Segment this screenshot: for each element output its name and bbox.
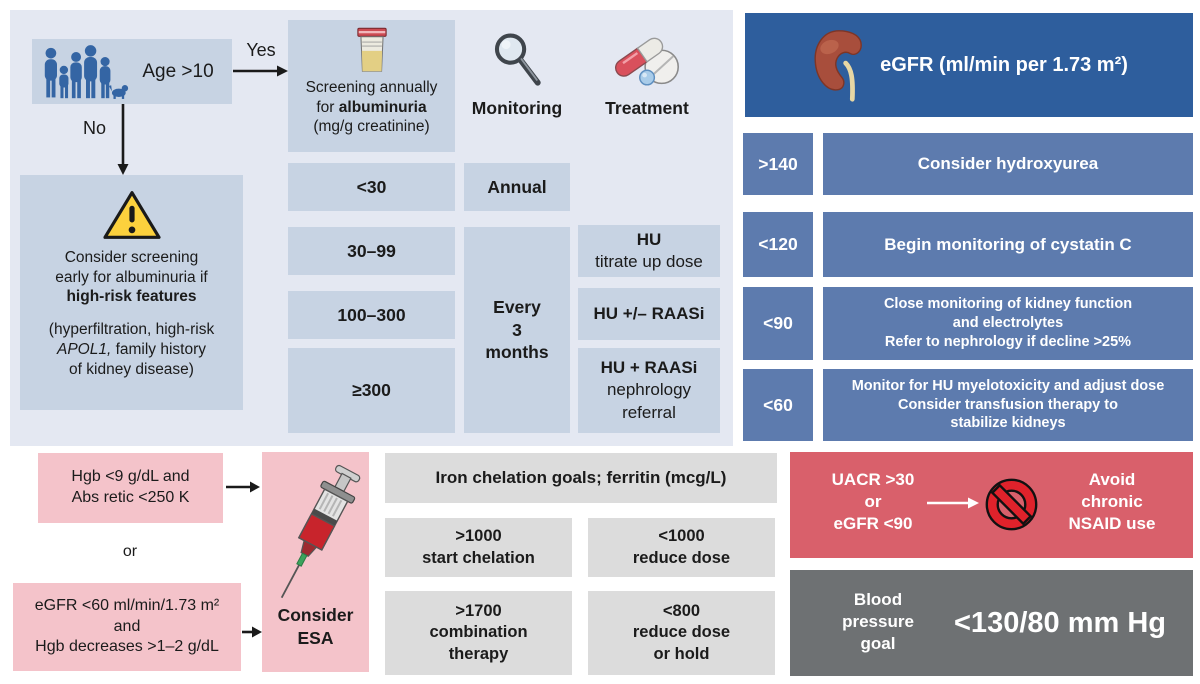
- nsaid-arrow: [927, 497, 979, 509]
- warning-line-3: high-risk features: [66, 288, 197, 306]
- esa-or-label: or: [122, 543, 138, 560]
- warning-line-4: (hyperfiltration, high-risk: [48, 321, 215, 339]
- treatment-hu-titrate-box: HU titrate up dose: [578, 225, 720, 277]
- egfr-range-lt90: <90: [743, 287, 813, 360]
- esa-criteria-2-box: eGFR <60 ml/min/1.73 m² and Hgb decrease…: [13, 583, 241, 671]
- treatment-hu-raasi-box: HU +/– RAASi: [578, 288, 720, 340]
- egfr-range-lt60: <60: [743, 369, 813, 441]
- yes-arrow: [233, 65, 288, 77]
- nsaid-avoid-label: Avoid chronic NSAID use: [1068, 470, 1156, 534]
- no-symbol-icon: [985, 478, 1038, 531]
- warning-line-6: of kidney disease): [69, 360, 194, 378]
- egfr-action-gt140: Consider hydroxyurea: [823, 133, 1193, 195]
- family-icon: [44, 45, 129, 99]
- egfr-range-gt140: >140: [743, 133, 813, 195]
- monitoring-annual-box: Annual: [464, 163, 570, 211]
- yes-label: Yes: [246, 40, 276, 60]
- monitoring-column-header: Monitoring: [471, 98, 563, 118]
- albuminuria-screening-box: Screening annually for albuminuria (mg/g…: [288, 20, 455, 152]
- kidney-icon: [814, 30, 862, 102]
- syringe-icon: [280, 464, 361, 599]
- high-risk-screening-box: Consider screening early for albuminuria…: [20, 175, 243, 410]
- esa-arrow-1: [226, 481, 260, 493]
- pills-icon: [615, 37, 679, 86]
- albuminuria-level-30-99: 30–99: [288, 227, 455, 275]
- no-label: No: [82, 118, 106, 138]
- egfr-action-lt120: Begin monitoring of cystatin C: [823, 212, 1193, 277]
- nsaid-warning-box: UACR >30 or eGFR <90 Avoid chronic NSAID…: [790, 452, 1193, 558]
- esa-criteria-1-box: Hgb <9 g/dL and Abs retic <250 K: [38, 453, 223, 523]
- screening-line-2: for albuminuria: [316, 98, 427, 116]
- magnifier-icon: [494, 33, 541, 86]
- screening-panel: Age >10 Yes No Consider screening early …: [10, 10, 733, 446]
- egfr-header: eGFR (ml/min per 1.73 m²): [745, 13, 1193, 117]
- consider-esa-label: Consider ESA: [277, 605, 354, 648]
- consider-esa-box: Consider ESA: [262, 452, 369, 672]
- screening-line-1: Screening annually: [305, 79, 438, 97]
- age-decision-box: Age >10: [32, 39, 232, 104]
- urine-sample-icon: [356, 27, 387, 72]
- blood-pressure-box: Blood pressure goal <130/80 mm Hg: [790, 570, 1193, 676]
- esa-arrow-2: [242, 626, 262, 638]
- age-label: Age >10: [142, 60, 214, 82]
- chelation-cell-combination: >1700 combination therapy: [385, 591, 572, 675]
- screening-line-3: (mg/g creatinine): [313, 118, 430, 136]
- warning-line-5: APOL1, family history: [56, 341, 207, 359]
- egfr-action-lt90: Close monitoring of kidney function and …: [823, 287, 1193, 360]
- bp-goal-label: Blood pressure goal: [842, 590, 914, 654]
- nsaid-condition: UACR >30 or eGFR <90: [831, 470, 915, 534]
- treatment-column-header: Treatment: [605, 98, 689, 118]
- chelation-header: Iron chelation goals; ferritin (mcg/L): [385, 453, 777, 503]
- no-arrow: [117, 104, 129, 175]
- egfr-action-lt60: Monitor for HU myelotoxicity and adjust …: [823, 369, 1193, 441]
- egfr-range-lt120: <120: [743, 212, 813, 277]
- monitoring-every-3-months-box: Every 3 months: [464, 227, 570, 433]
- albuminuria-level-ge300: ≥300: [288, 348, 455, 433]
- chelation-cell-hold: <800 reduce dose or hold: [588, 591, 775, 675]
- warning-line-2: early for albuminuria if: [55, 268, 208, 286]
- warning-triangle-icon: [102, 191, 161, 239]
- egfr-header-label: eGFR (ml/min per 1.73 m²): [880, 53, 1128, 76]
- albuminuria-level-100-300: 100–300: [288, 291, 455, 339]
- treatment-hu-raasi-nephrology-box: HU + RAASi nephrology referral: [578, 348, 720, 433]
- warning-line-1: Consider screening: [64, 248, 199, 266]
- bp-goal-value: <130/80 mm Hg: [954, 606, 1166, 639]
- chelation-cell-reduce: <1000 reduce dose: [588, 518, 775, 577]
- chelation-cell-start: >1000 start chelation: [385, 518, 572, 577]
- albuminuria-level-lt30: <30: [288, 163, 455, 211]
